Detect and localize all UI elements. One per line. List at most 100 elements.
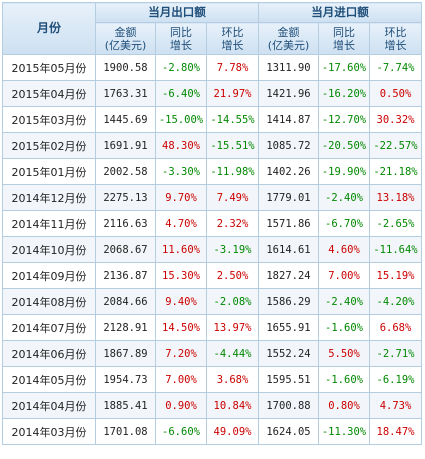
export-amount-cell: 1885.41 [95,392,156,419]
import-mom-cell: -7.74% [369,54,422,81]
import-mom-cell: 0.50% [369,80,422,107]
import-mom-cell: -21.18% [369,158,422,185]
import-mom-cell: 6.68% [369,314,422,341]
import-mom-cell: -11.64% [369,236,422,263]
export-mom-cell: -15.51% [206,132,259,159]
export-yoy-cell: -15.00% [155,106,207,133]
import-amount-cell: 1586.29 [258,288,319,315]
import-yoy-cell: -1.60% [318,314,370,341]
export-amount-cell: 1954.73 [95,366,156,393]
month-cell: 2015年02月份 [2,132,96,159]
import-mom-cell: -4.20% [369,288,422,315]
import-amount-header: 金额 (亿美元) [258,22,319,55]
export-mom-cell: 21.97% [206,80,259,107]
import-mom-cell: -22.57% [369,132,422,159]
import-yoy-cell: -6.70% [318,210,370,237]
table-row: 2014年05月份 1954.73 7.00% 3.68% 1595.51 -1… [2,366,422,393]
import-amount-cell: 1624.05 [258,418,319,445]
import-mom-cell: -2.65% [369,210,422,237]
month-cell: 2014年05月份 [2,366,96,393]
import-amount-cell: 1552.24 [258,340,319,367]
export-amount-cell: 2068.67 [95,236,156,263]
export-amount-cell: 1763.31 [95,80,156,107]
import-mom-cell: -2.71% [369,340,422,367]
month-cell: 2014年08月份 [2,288,96,315]
month-cell: 2015年01月份 [2,158,96,185]
import-amount-cell: 1827.24 [258,262,319,289]
import-amount-cell: 1414.87 [258,106,319,133]
export-yoy-cell: 0.90% [155,392,207,419]
export-mom-cell: -14.55% [206,106,259,133]
month-cell: 2014年09月份 [2,262,96,289]
table-row: 2015年02月份 1691.91 48.30% -15.51% 1085.72… [2,132,422,159]
monthly-trade-table: 月份 当月出口额 当月进口额 金额 (亿美元) 同比 增长 环比 增长 金额 (亿美元)… [2,2,422,445]
export-yoy-cell: 15.30% [155,262,207,289]
table-row: 2014年12月份 2275.13 9.70% 7.49% 1779.01 -2… [2,184,422,211]
import-yoy-cell: -1.60% [318,366,370,393]
export-yoy-cell: 48.30% [155,132,207,159]
table-header: 月份 当月出口额 当月进口额 金额 (亿美元) 同比 增长 环比 增长 金额 (亿美元)… [2,2,422,55]
export-mom-cell: -4.44% [206,340,259,367]
import-yoy-cell: -20.50% [318,132,370,159]
export-amount-cell: 1867.89 [95,340,156,367]
month-cell: 2014年07月份 [2,314,96,341]
export-amount-cell: 1691.91 [95,132,156,159]
export-mom-cell: 2.32% [206,210,259,237]
export-amount-cell: 1445.69 [95,106,156,133]
month-cell: 2014年10月份 [2,236,96,263]
import-yoy-cell: 0.80% [318,392,370,419]
import-amount-cell: 1085.72 [258,132,319,159]
import-mom-header: 环比 增长 [369,22,422,55]
import-amount-cell: 1311.90 [258,54,319,81]
export-mom-header: 环比 增长 [206,22,259,55]
month-column-header: 月份 [2,2,96,55]
import-yoy-cell: -11.30% [318,418,370,445]
export-yoy-cell: -6.60% [155,418,207,445]
export-amount-cell: 1701.08 [95,418,156,445]
import-mom-cell: 13.18% [369,184,422,211]
export-yoy-cell: -2.80% [155,54,207,81]
import-yoy-cell: -19.90% [318,158,370,185]
export-mom-cell: 2.50% [206,262,259,289]
export-amount-cell: 2136.87 [95,262,156,289]
export-mom-cell: 7.78% [206,54,259,81]
table-row: 2015年05月份 1900.58 -2.80% 7.78% 1311.90 -… [2,54,422,81]
table-row: 2014年10月份 2068.67 11.60% -3.19% 1614.61 … [2,236,422,263]
export-amount-cell: 2128.91 [95,314,156,341]
month-cell: 2014年11月份 [2,210,96,237]
export-yoy-header: 同比 增长 [155,22,207,55]
export-group-header: 当月出口额 [95,2,259,23]
import-amount-cell: 1614.61 [258,236,319,263]
import-yoy-cell: -2.40% [318,288,370,315]
import-group-header: 当月进口额 [258,2,422,23]
export-mom-cell: 49.09% [206,418,259,445]
import-yoy-cell: 5.50% [318,340,370,367]
export-yoy-cell: -3.30% [155,158,207,185]
table-row: 2014年04月份 1885.41 0.90% 10.84% 1700.88 0… [2,392,422,419]
export-amount-cell: 2084.66 [95,288,156,315]
import-amount-cell: 1571.86 [258,210,319,237]
table-row: 2014年11月份 2116.63 4.70% 2.32% 1571.86 -6… [2,210,422,237]
import-amount-cell: 1402.26 [258,158,319,185]
import-yoy-cell: -17.60% [318,54,370,81]
export-mom-cell: 10.84% [206,392,259,419]
import-mom-cell: 4.73% [369,392,422,419]
table-row: 2015年01月份 2002.58 -3.30% -11.98% 1402.26… [2,158,422,185]
export-mom-cell: -3.19% [206,236,259,263]
import-amount-cell: 1700.88 [258,392,319,419]
import-amount-cell: 1655.91 [258,314,319,341]
import-mom-cell: 18.47% [369,418,422,445]
export-amount-header: 金额 (亿美元) [95,22,156,55]
export-amount-cell: 2002.58 [95,158,156,185]
export-yoy-cell: 9.70% [155,184,207,211]
month-cell: 2014年03月份 [2,418,96,445]
month-cell: 2014年06月份 [2,340,96,367]
month-cell: 2015年05月份 [2,54,96,81]
month-cell: 2014年12月份 [2,184,96,211]
table-row: 2014年08月份 2084.66 9.40% -2.08% 1586.29 -… [2,288,422,315]
import-yoy-cell: -2.40% [318,184,370,211]
import-yoy-cell: -16.20% [318,80,370,107]
export-mom-cell: 3.68% [206,366,259,393]
export-yoy-cell: 11.60% [155,236,207,263]
import-amount-cell: 1595.51 [258,366,319,393]
